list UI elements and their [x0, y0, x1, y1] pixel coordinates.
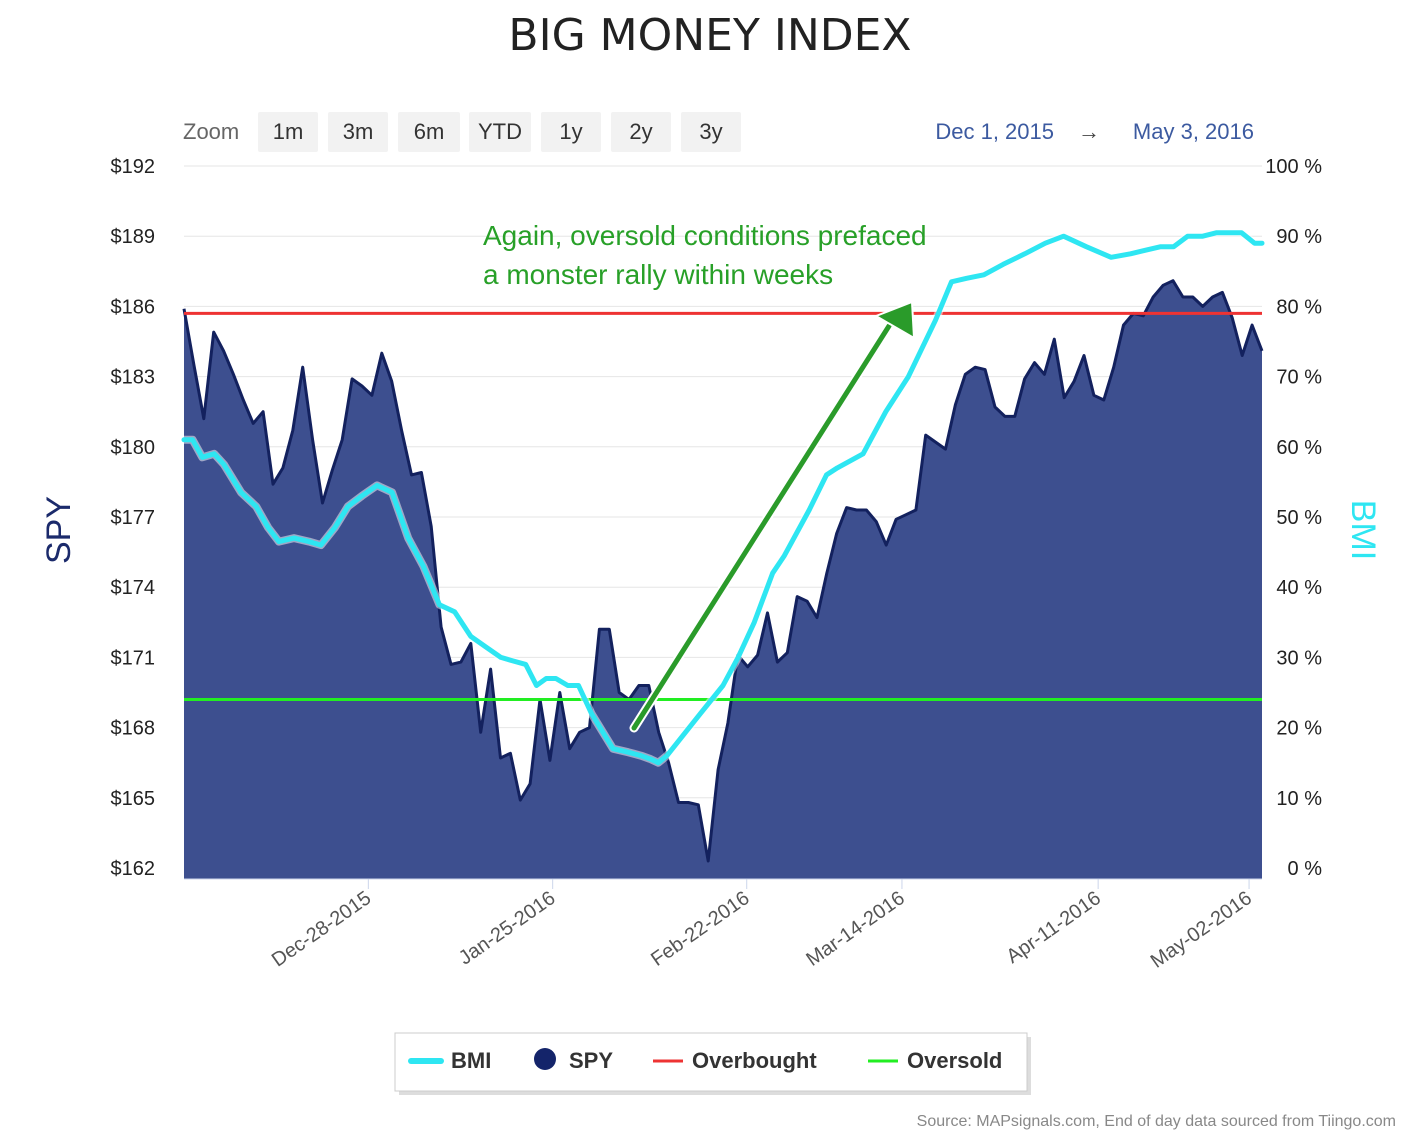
right-tick-label: 80 %: [1276, 296, 1322, 318]
zoom-button-label: 2y: [629, 119, 652, 144]
spy-series: [182, 279, 1264, 879]
x-axis-ticks: Dec-28-2015 Jan-25-2016 Feb-22-2016 Mar-14-…: [268, 879, 1256, 973]
legend-item-oversold[interactable]: Oversold: [868, 1048, 1002, 1073]
zoom-button-label: 3m: [343, 119, 374, 144]
arrow-head: [873, 300, 916, 340]
zoom-button-ytd[interactable]: YTD: [469, 112, 531, 152]
reference-lines: [184, 311, 1262, 702]
zoom-button-6m[interactable]: 6m: [398, 112, 460, 152]
legend-bmi-label: BMI: [451, 1048, 491, 1073]
zoom-button-label: 1y: [559, 119, 582, 144]
zoom-label: Zoom: [183, 119, 239, 144]
left-tick-label: $192: [111, 156, 156, 178]
right-axis-title: BMI: [1344, 500, 1382, 560]
x-tick-label: Mar-14-2016: [802, 887, 908, 971]
left-tick-label: $183: [111, 367, 156, 389]
x-tick-label: Feb-22-2016: [647, 887, 753, 971]
right-tick-label: 60 %: [1276, 437, 1322, 459]
x-tick-label: May-02-2016: [1147, 887, 1256, 973]
left-tick-label: $186: [111, 296, 156, 318]
left-tick-label: $174: [111, 577, 156, 599]
right-tick-label: 0 %: [1288, 858, 1323, 880]
range-arrow: →: [1078, 119, 1100, 144]
legend-item-overbought[interactable]: Overbought: [653, 1048, 817, 1073]
legend-item-spy[interactable]: SPY: [534, 1048, 613, 1073]
zoom-button-label: 1m: [273, 119, 304, 144]
right-tick-label: 40 %: [1276, 577, 1322, 599]
zoom-bar: Zoom 1m 3m 6m YTD 1y 2y 3y: [183, 112, 741, 152]
zoom-button-2y[interactable]: 2y: [611, 112, 671, 152]
left-tick-label: $177: [111, 507, 156, 529]
x-tick-label: Apr-11-2016: [1003, 887, 1105, 968]
zoom-button-label: 3y: [699, 119, 722, 144]
right-tick-label: 50 %: [1276, 507, 1322, 529]
bmi-series: [180, 228, 1266, 767]
left-tick-label: $162: [111, 858, 156, 880]
right-tick-label: 100 %: [1265, 156, 1322, 178]
zoom-button-label: 6m: [414, 119, 445, 144]
zoom-button-label: YTD: [478, 119, 522, 144]
legend-spy-swatch: [534, 1048, 556, 1070]
left-tick-label: $189: [111, 226, 156, 248]
left-axis-ticks: $162 $165 $168 $171 $174 $177 $180 $183 $186 $189…: [111, 156, 156, 880]
arrow-shaft: [631, 323, 892, 731]
legend-overbought-label: Overbought: [692, 1048, 817, 1073]
zoom-button-3y[interactable]: 3y: [681, 112, 741, 152]
legend-spy-label: SPY: [569, 1048, 613, 1073]
legend-oversold-label: Oversold: [907, 1048, 1002, 1073]
right-tick-label: 10 %: [1276, 788, 1322, 810]
x-tick-label: Dec-28-2015: [268, 887, 375, 971]
annotation-arrow: [629, 300, 916, 733]
annotation-line-2: a monster rally within weeks: [483, 259, 833, 290]
right-tick-label: 20 %: [1276, 718, 1322, 740]
x-tick-label: Jan-25-2016: [455, 887, 560, 969]
date-range-display: Dec 1, 2015 → May 3, 2016: [935, 119, 1254, 144]
right-tick-label: 90 %: [1276, 226, 1322, 248]
left-axis-title: SPY: [40, 496, 78, 564]
zoom-button-1m[interactable]: 1m: [258, 112, 318, 152]
zoom-button-1y[interactable]: 1y: [541, 112, 601, 152]
legend: BMI SPY Overbought Oversold: [394, 1032, 1031, 1095]
source-credit: Source: MAPsignals.com, End of day data …: [917, 1113, 1396, 1130]
bmi-line: [181, 230, 1265, 766]
zoom-button-3m[interactable]: 3m: [328, 112, 388, 152]
legend-box: [394, 1032, 1028, 1092]
spy-line: [182, 279, 1264, 863]
right-axis-ticks: 0 % 10 % 20 % 30 % 40 % 50 % 60 % 70 % 80 % 90 % 1…: [1265, 156, 1322, 880]
left-tick-label: $168: [111, 718, 156, 740]
left-tick-label: $180: [111, 437, 156, 459]
spy-area: [184, 280, 1262, 879]
left-tick-label: $165: [111, 788, 156, 810]
range-to[interactable]: May 3, 2016: [1133, 119, 1254, 144]
chart-title: BIG MONEY INDEX: [508, 10, 911, 61]
left-tick-label: $171: [111, 647, 156, 669]
right-tick-label: 30 %: [1276, 647, 1322, 669]
range-from[interactable]: Dec 1, 2015: [935, 119, 1054, 144]
annotation-line-1: Again, oversold conditions prefaced: [483, 220, 927, 251]
right-tick-label: 70 %: [1276, 367, 1322, 389]
legend-item-bmi[interactable]: BMI: [408, 1048, 491, 1073]
